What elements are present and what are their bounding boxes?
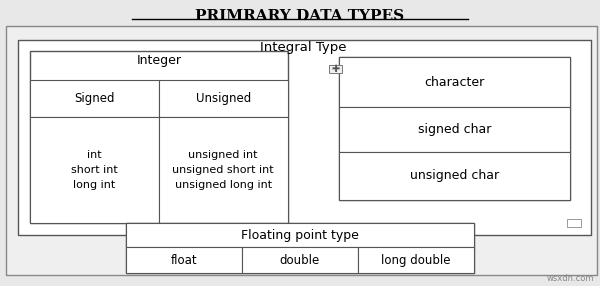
Text: Floating point type: Floating point type [241, 229, 359, 242]
Bar [126, 223, 474, 273]
Bar [30, 117, 159, 223]
Text: PRIMRARY DATA TYPES: PRIMRARY DATA TYPES [196, 9, 404, 23]
Text: wsxdn.com: wsxdn.com [547, 274, 594, 283]
Text: unsigned char: unsigned char [410, 169, 499, 182]
Bar [30, 80, 159, 117]
Bar [18, 40, 591, 235]
Text: int
short int
long int: int short int long int [71, 150, 118, 190]
Bar [339, 57, 570, 107]
Bar [339, 107, 570, 152]
Text: character: character [424, 76, 484, 89]
Text: Integral Type: Integral Type [260, 41, 346, 54]
Bar [126, 223, 474, 247]
Bar [242, 247, 358, 273]
Text: long double: long double [381, 254, 451, 267]
Text: ✚: ✚ [331, 64, 340, 74]
Text: Unsigned: Unsigned [196, 92, 251, 105]
Bar [358, 247, 474, 273]
Text: Signed: Signed [74, 92, 115, 105]
Bar [126, 247, 242, 273]
Bar [159, 117, 288, 223]
Bar [329, 65, 342, 73]
Text: float: float [170, 254, 197, 267]
Bar [159, 80, 288, 117]
Text: Integer: Integer [137, 53, 182, 67]
Text: unsigned int
unsigned short int
unsigned long int: unsigned int unsigned short int unsigned… [172, 150, 274, 190]
Text: signed char: signed char [418, 123, 491, 136]
Text: double: double [280, 254, 320, 267]
Bar [6, 26, 597, 275]
Bar [567, 219, 581, 227]
Bar [30, 51, 288, 223]
Bar [339, 152, 570, 200]
Bar [339, 57, 570, 200]
